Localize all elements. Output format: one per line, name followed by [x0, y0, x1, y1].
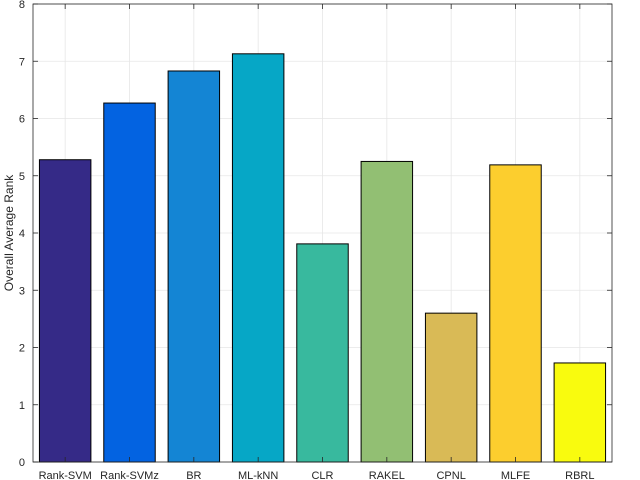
y-tick-label: 4 [19, 228, 25, 240]
y-axis-ticks: 0 1 2 3 4 5 6 7 8 [19, 0, 612, 469]
x-tick-label: CPNL [436, 470, 465, 480]
bar-cpnl [424, 312, 478, 463]
bar-rbrl [553, 362, 607, 463]
x-tick-label: Rank-SVMz [100, 470, 159, 480]
bars [38, 53, 607, 463]
y-tick-label: 5 [19, 171, 25, 183]
x-tick-label: RAKEL [369, 470, 405, 480]
y-tick-label: 0 [19, 457, 25, 469]
bar-br [167, 70, 221, 463]
y-tick-label: 7 [19, 56, 25, 68]
y-tick-label: 3 [19, 285, 25, 297]
bar-mlfe [489, 164, 542, 463]
x-tick-label: CLR [311, 470, 333, 480]
x-tick-label: ML-kNN [238, 470, 278, 480]
x-tick-label: RBRL [565, 470, 594, 480]
bar-rank-svmz [103, 102, 156, 463]
bar-rank-svm [38, 159, 92, 463]
x-tick-label: Rank-SVM [39, 470, 92, 480]
x-tick-label: BR [186, 470, 201, 480]
y-tick-label: 6 [19, 114, 25, 126]
x-tick-label: MLFE [501, 470, 530, 480]
y-tick-label: 1 [19, 400, 25, 412]
bar-rakel [360, 160, 414, 463]
y-tick-label: 2 [19, 343, 25, 355]
bar-ml-knn [231, 53, 285, 463]
bar-clr [296, 243, 349, 463]
y-axis-label: Overall Average Rank [2, 174, 16, 292]
y-tick-label: 8 [19, 0, 25, 11]
x-axis-ticks: Rank-SVM Rank-SVMz BR ML-kNN CLR RAKEL CPNL MLF… [39, 4, 595, 480]
